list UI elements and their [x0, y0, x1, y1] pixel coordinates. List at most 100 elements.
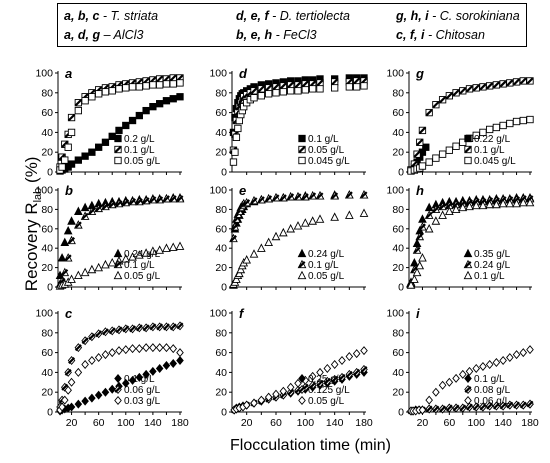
data-point-fill	[287, 193, 295, 201]
data-point	[498, 198, 508, 208]
data-point-fill	[526, 77, 534, 85]
data-point-fill	[416, 233, 424, 241]
data-point	[80, 267, 90, 277]
panel-d: 0 20 40 60 80 100 d 0.1 g/L0.05 g/L0.045 g/L	[209, 66, 368, 179]
data-point	[134, 250, 144, 259]
data-point	[74, 106, 82, 115]
data-point	[445, 146, 453, 154]
data-point-fill	[445, 404, 453, 412]
y-tick-label: 20	[41, 262, 53, 274]
data-point-fill	[466, 403, 473, 411]
data-point	[141, 248, 151, 257]
data-point	[155, 363, 164, 373]
data-point	[67, 274, 76, 283]
data-point	[279, 386, 288, 396]
data-point-fill	[345, 370, 353, 378]
x-tick-label: 60	[93, 417, 105, 429]
data-point	[506, 119, 514, 128]
y-tick-label: 100	[386, 185, 404, 197]
y-tick-label: 60	[392, 107, 404, 119]
data-point	[478, 200, 488, 210]
data-point	[74, 367, 83, 377]
data-point	[492, 123, 501, 132]
data-point-fill	[61, 268, 69, 276]
data-point-fill	[257, 196, 265, 204]
data-point	[162, 80, 171, 88]
data-point	[338, 356, 346, 366]
y-axis-label: Recovery Rlab (%)	[21, 156, 45, 292]
panel-label: c	[65, 306, 73, 321]
legend-marker	[464, 134, 472, 143]
panel-e: 0 20 40 60 80 100 e 0.24 g/L0.1 g/L0.05 g/L	[209, 183, 369, 294]
data-point	[264, 237, 274, 247]
data-point	[94, 390, 103, 400]
data-point-fill	[74, 344, 82, 352]
y-tick-label: 40	[41, 243, 53, 255]
y-tick-label: 80	[215, 327, 227, 339]
data-point	[128, 375, 137, 385]
data-point-fill	[472, 84, 480, 92]
data-point	[101, 259, 110, 269]
y-tick-label: 60	[215, 347, 227, 359]
data-point-fill	[331, 375, 339, 383]
data-point-fill	[156, 323, 164, 331]
data-point	[452, 373, 460, 383]
data-point-fill	[243, 199, 251, 207]
data-point	[438, 210, 447, 219]
data-point	[422, 143, 430, 151]
legend-marker-fill	[464, 146, 472, 153]
data-point	[293, 221, 303, 230]
legend-marker	[298, 374, 306, 383]
data-point	[122, 121, 130, 130]
legend-label: 0.03 g/L	[124, 396, 161, 407]
y-tick-label: 100	[209, 68, 227, 80]
x-axis-label: Flocculation time (min)	[230, 437, 391, 454]
data-point	[60, 395, 69, 405]
data-point	[115, 126, 123, 135]
x-tick-label: 180	[355, 417, 373, 429]
data-point	[526, 345, 534, 355]
legend-marker	[464, 156, 472, 165]
data-point	[512, 198, 521, 208]
data-point-fill	[74, 221, 82, 229]
data-point	[485, 199, 495, 209]
legend-marker	[113, 248, 123, 258]
data-point-fill	[445, 92, 453, 100]
data-point	[471, 200, 481, 210]
data-point-fill	[452, 404, 460, 412]
legend-marker	[464, 374, 472, 383]
data-point	[308, 371, 317, 381]
y-tick-label: 20	[215, 147, 227, 159]
y-tick-label: 0	[221, 282, 227, 294]
y-tick-label: 20	[41, 387, 53, 399]
panel-label: f	[239, 306, 245, 321]
data-point	[438, 150, 447, 158]
data-point	[300, 218, 310, 227]
data-point-fill	[316, 79, 324, 87]
data-point-fill	[64, 254, 72, 262]
data-point	[73, 206, 83, 215]
data-point-fill	[439, 203, 447, 210]
data-point	[149, 103, 157, 111]
y-tick-label: 60	[41, 107, 53, 119]
x-tick-label: 100	[117, 417, 135, 429]
legend-label: 0.1 g/L	[124, 145, 155, 156]
data-point	[63, 225, 73, 235]
panel-a: 0 20 40 60 80 100 a 0.2 g/L0.1 g/L0.05 g/L	[35, 66, 184, 179]
data-point-fill	[418, 223, 426, 231]
data-point	[115, 346, 123, 356]
legend-flocculant-adg: a, d, g – AlCl3	[64, 28, 144, 42]
legend-label: 0.08 g/L	[474, 385, 511, 396]
data-point	[512, 350, 521, 360]
data-point	[506, 353, 514, 363]
data-point	[249, 249, 259, 258]
data-point	[122, 84, 130, 92]
y-tick-label: 20	[215, 262, 227, 274]
data-point	[101, 350, 110, 360]
data-point	[67, 377, 76, 387]
data-point-fill	[68, 357, 76, 364]
y-tick-label: 0	[398, 167, 404, 179]
data-point	[301, 86, 309, 94]
data-point	[486, 125, 494, 134]
data-point	[505, 198, 515, 208]
